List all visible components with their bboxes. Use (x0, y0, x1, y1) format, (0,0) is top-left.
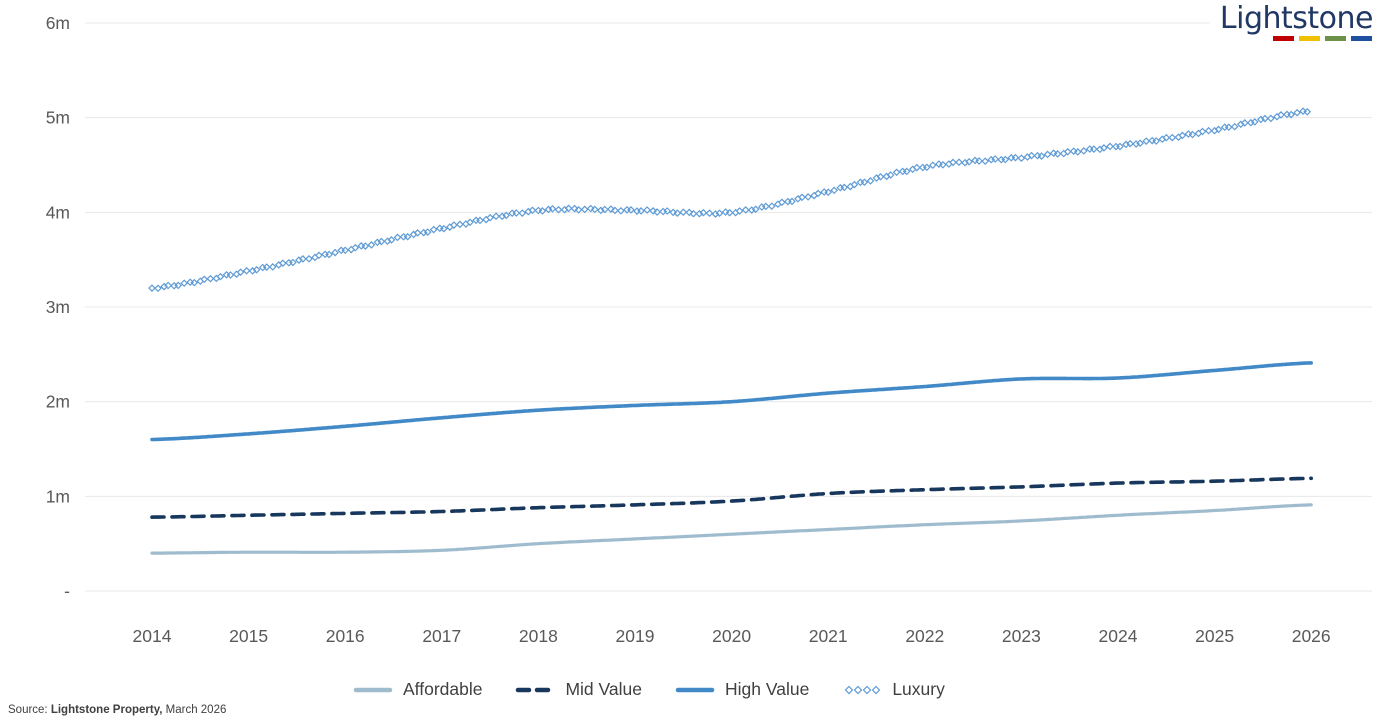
x-tick-label: 2015 (229, 626, 268, 646)
affordable-line (150, 503, 1313, 555)
y-tick-label: 6m (46, 13, 70, 33)
legend-item-mid-value: Mid Value (514, 679, 642, 700)
x-tick-label: 2017 (422, 626, 461, 646)
legend-item-high-value: High Value (674, 679, 809, 700)
legend-item-luxury: Luxury (841, 679, 945, 700)
x-tick-label: 2021 (809, 626, 848, 646)
y-axis-labels: - 1m 2m 3m 4m 5m 6m (46, 13, 70, 601)
legend-label-affordable: Affordable (403, 679, 483, 699)
x-tick-label: 2025 (1195, 626, 1234, 646)
y-tick-label: 2m (46, 392, 70, 412)
legend-swatch-mid-value (516, 687, 555, 692)
legend-item-affordable: Affordable (352, 679, 482, 700)
y-tick-label: 5m (46, 108, 70, 128)
x-tick-label: 2022 (905, 626, 944, 646)
legend-label-mid-value: Mid Value (565, 679, 642, 699)
logo-text: Lightstone (1219, 1, 1374, 36)
series-mid-value (150, 476, 1313, 519)
source-note: Source: Lightstone Property, March 2026 (8, 704, 226, 716)
x-tick-label: 2023 (1002, 626, 1041, 646)
legend-swatch-affordable (353, 687, 393, 692)
luxury-diamond-markers (148, 107, 1312, 293)
x-tick-label: 2024 (1099, 626, 1138, 646)
logo-bar-3 (1351, 35, 1372, 41)
series-affordable (150, 503, 1313, 555)
x-tick-label: 2014 (133, 626, 172, 646)
lightstone-logo: Lightstone (1209, 1, 1375, 43)
y-tick-label: 1m (46, 486, 70, 506)
logo-bar-2 (1325, 35, 1346, 41)
series-luxury (148, 107, 1312, 293)
legend-label-luxury: Luxury (892, 679, 945, 699)
gridlines (85, 22, 1372, 592)
logo-underline-bars (1220, 35, 1373, 41)
high-value-line (150, 361, 1313, 442)
logo-bar-0 (1273, 35, 1294, 41)
source-publisher: Lightstone Property, (50, 704, 163, 716)
series-high-value (150, 361, 1313, 442)
y-tick-label: 3m (46, 297, 70, 317)
x-tick-label: 2016 (326, 626, 365, 646)
x-tick-label: 2020 (712, 626, 751, 646)
x-tick-label: 2018 (519, 626, 558, 646)
x-axis-labels: 2014 2015 2016 2017 2018 2019 2020 2021 2022 2023… (133, 626, 1331, 646)
legend-swatch-luxury (844, 685, 881, 694)
source-prefix: Source: (8, 704, 51, 716)
source-date: March 2026 (162, 704, 227, 716)
chart-legend: Affordable Mid Value High Value Luxury (352, 679, 945, 700)
y-tick-label: - (64, 581, 70, 601)
x-tick-label: 2019 (616, 626, 655, 646)
legend-swatch-high-value (675, 687, 715, 692)
x-tick-label: 2026 (1292, 626, 1331, 646)
legend-label-high-value: High Value (725, 679, 810, 699)
mid-value-line (150, 476, 1313, 519)
logo-bar-1 (1299, 35, 1320, 41)
y-tick-label: 4m (46, 202, 70, 222)
